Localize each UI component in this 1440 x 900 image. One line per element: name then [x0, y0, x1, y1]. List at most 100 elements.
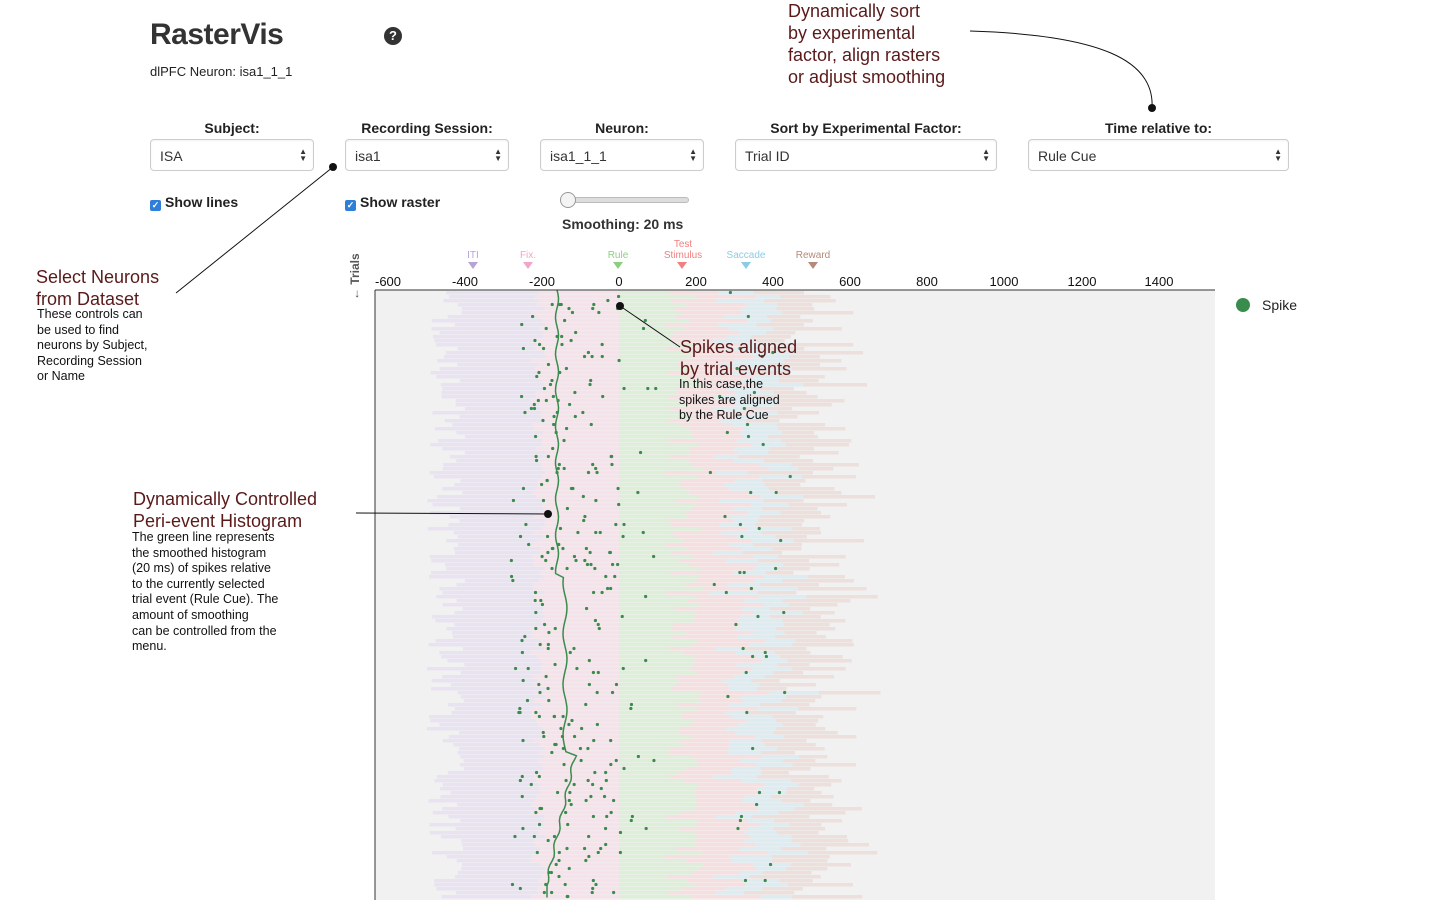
spike-dot — [621, 666, 625, 671]
spike-dot — [518, 706, 522, 711]
trial-band-segment — [747, 511, 781, 515]
time-relative-select[interactable]: Rule Cue ▲ ▼ — [1028, 139, 1289, 171]
trial-band-segment — [740, 695, 787, 699]
neuron-select[interactable]: isa1_1_1 ▲ ▼ — [540, 139, 704, 171]
trial-band-segment — [681, 423, 732, 427]
smoothing-label: Smoothing: 20 ms — [562, 216, 684, 232]
spike-dot — [544, 326, 548, 331]
trial-band-segment — [689, 451, 739, 455]
spike-dot — [520, 638, 524, 643]
trial-band-segment — [700, 527, 749, 531]
trial-band-segment — [532, 339, 619, 343]
trial-band-segment — [619, 299, 672, 303]
trial-band-segment — [781, 847, 827, 851]
trial-band-segment — [439, 723, 539, 727]
trial-band-segment — [754, 355, 790, 359]
smoothing-slider-handle[interactable] — [560, 192, 576, 208]
trial-band-segment — [540, 619, 619, 623]
trial-band-segment — [759, 347, 805, 351]
trial-band-segment — [619, 439, 669, 443]
trial-band-segment — [773, 731, 838, 735]
trial-band-segment — [545, 355, 619, 359]
trial-band-segment — [729, 743, 765, 747]
trial-band-segment — [541, 703, 619, 707]
trial-band-segment — [693, 719, 747, 723]
trial-band-segment — [619, 787, 695, 791]
trial-band-segment — [739, 431, 783, 435]
spike-dot — [596, 622, 600, 627]
spike-dot — [755, 802, 759, 807]
trial-band-segment — [695, 799, 743, 803]
trial-band-segment — [696, 823, 760, 827]
trial-band-segment — [619, 431, 692, 435]
spike-dot — [566, 822, 570, 827]
trial-band-segment — [787, 787, 815, 791]
trial-band-segment — [697, 475, 760, 479]
trial-band-segment — [461, 867, 546, 871]
spike-dot — [546, 642, 550, 647]
trial-band-segment — [438, 439, 543, 443]
trial-band-segment — [753, 291, 804, 295]
spike-dot — [534, 454, 538, 459]
trial-band-segment — [433, 475, 543, 479]
spike-dot — [572, 554, 577, 559]
session-select[interactable]: isa1 ▲ ▼ — [345, 139, 509, 171]
trial-band-segment — [619, 639, 698, 643]
trial-band-segment — [719, 499, 764, 503]
trial-band-segment — [436, 775, 535, 779]
trial-band-segment — [775, 727, 826, 731]
spike-dot — [574, 330, 578, 335]
trial-band-segment — [679, 359, 735, 363]
spike-dot — [556, 466, 560, 471]
trial-band-segment — [676, 535, 738, 539]
trial-band-segment — [777, 555, 846, 559]
axis-tick: -200 — [528, 274, 556, 289]
trial-band-segment — [768, 487, 835, 491]
trial-band-segment — [791, 367, 847, 371]
trial-band-segment — [688, 667, 752, 671]
spike-dot — [610, 562, 615, 567]
trial-band-segment — [771, 859, 828, 863]
trial-band-segment — [537, 343, 619, 347]
trial-band-segment — [745, 883, 789, 887]
trial-band-segment — [698, 695, 741, 699]
trial-band-segment — [619, 415, 693, 419]
subject-select[interactable]: ISA ▲ ▼ — [150, 139, 314, 171]
trial-band-segment — [768, 851, 808, 855]
spike-dot — [537, 342, 542, 347]
trial-band-segment — [619, 751, 669, 755]
trial-band-segment — [745, 419, 780, 423]
trial-band-segment — [759, 823, 790, 827]
trial-band-segment — [619, 703, 678, 707]
trial-band-segment — [619, 359, 680, 363]
spike-dot — [539, 598, 543, 603]
sort-select[interactable]: Trial ID ▲ ▼ — [735, 139, 997, 171]
trial-band-segment — [459, 747, 544, 751]
trial-band-segment — [692, 871, 739, 875]
spike-dot — [622, 522, 626, 527]
trial-band-segment — [776, 423, 826, 427]
spike-dot — [557, 874, 561, 879]
trial-band-segment — [442, 487, 536, 491]
trial-band-segment — [619, 311, 682, 315]
trial-band-segment — [442, 675, 533, 679]
trial-band-segment — [440, 795, 537, 799]
trial-band-segment — [432, 615, 545, 619]
trial-band-segment — [743, 839, 792, 843]
spike-dot — [550, 302, 554, 307]
help-icon[interactable]: ? — [384, 27, 402, 45]
trial-band-segment — [720, 531, 762, 535]
sort-label: Sort by Experimental Factor: — [770, 120, 962, 136]
spike-dot — [565, 506, 570, 511]
trial-band-segment — [451, 711, 533, 715]
trial-band-segment — [713, 407, 746, 411]
show-raster-checkbox[interactable]: ✓ Show raster — [345, 194, 440, 211]
spike-dot — [529, 406, 533, 411]
trial-band-segment — [744, 891, 795, 895]
trial-band-segment — [619, 475, 698, 479]
spike-dot — [542, 386, 547, 391]
spike-dot — [584, 798, 588, 803]
show-lines-checkbox[interactable]: ✓ Show lines — [150, 194, 238, 211]
trial-band-segment — [530, 859, 619, 863]
trial-band-segment — [541, 875, 619, 879]
